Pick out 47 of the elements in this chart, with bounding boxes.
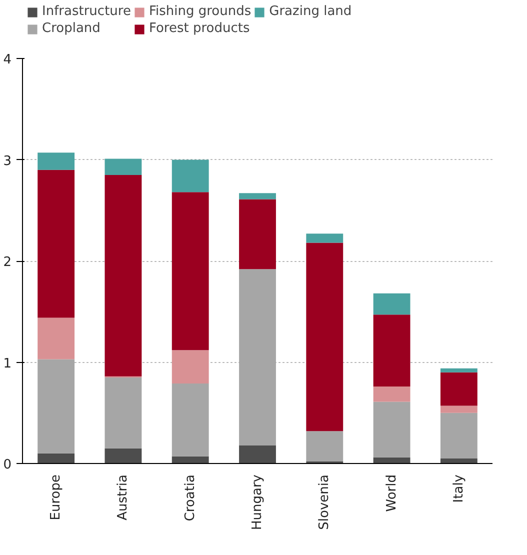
bar: [38, 359, 75, 454]
bar: [239, 199, 276, 270]
bar: [38, 170, 75, 318]
bar: [38, 453, 75, 464]
x-tick-label: Italy: [451, 474, 466, 503]
bar: [172, 192, 209, 350]
bar: [373, 293, 410, 315]
bar: [373, 314, 410, 387]
bar: [440, 368, 478, 372]
legend-label: Fishing grounds: [148, 4, 252, 19]
bar: [172, 456, 209, 464]
bar: [440, 372, 478, 406]
bar: [440, 406, 478, 413]
x-tick-label: Hungary: [250, 474, 265, 530]
bar: [239, 193, 276, 200]
bar: [104, 174, 142, 376]
y-tick-label: 1: [3, 356, 12, 372]
x-tick-label: Croatia: [182, 474, 198, 522]
bar: [104, 158, 142, 175]
bar: [104, 448, 142, 464]
bar: [172, 384, 209, 456]
bar: [373, 402, 410, 458]
bar: [306, 234, 344, 243]
bar: [239, 269, 276, 446]
x-tick-label: Slovenia: [317, 474, 332, 530]
x-tick-label: Austria: [116, 474, 131, 520]
bar: [440, 412, 478, 458]
bar: [373, 386, 410, 402]
bar: [239, 445, 276, 464]
y-tick-label: 3: [3, 154, 12, 169]
bar: [38, 152, 75, 170]
bar: [172, 350, 209, 384]
bar: [172, 160, 209, 192]
bar: [373, 457, 410, 464]
bar: [306, 431, 344, 462]
bar: [38, 318, 75, 360]
y-tick-label: 2: [3, 255, 12, 270]
legend-label: Cropland: [42, 21, 100, 36]
legend-label: Infrastructure: [42, 4, 131, 19]
y-tick-label: 0: [3, 458, 12, 472]
legend-label: Grazing land: [269, 4, 352, 19]
x-tick-label: World: [384, 474, 400, 512]
x-tick-label: Europe: [48, 474, 64, 520]
y-tick-label: 4: [3, 52, 12, 68]
bar: [306, 242, 344, 432]
legend-label: Forest products: [148, 21, 250, 36]
bar: [104, 377, 142, 448]
